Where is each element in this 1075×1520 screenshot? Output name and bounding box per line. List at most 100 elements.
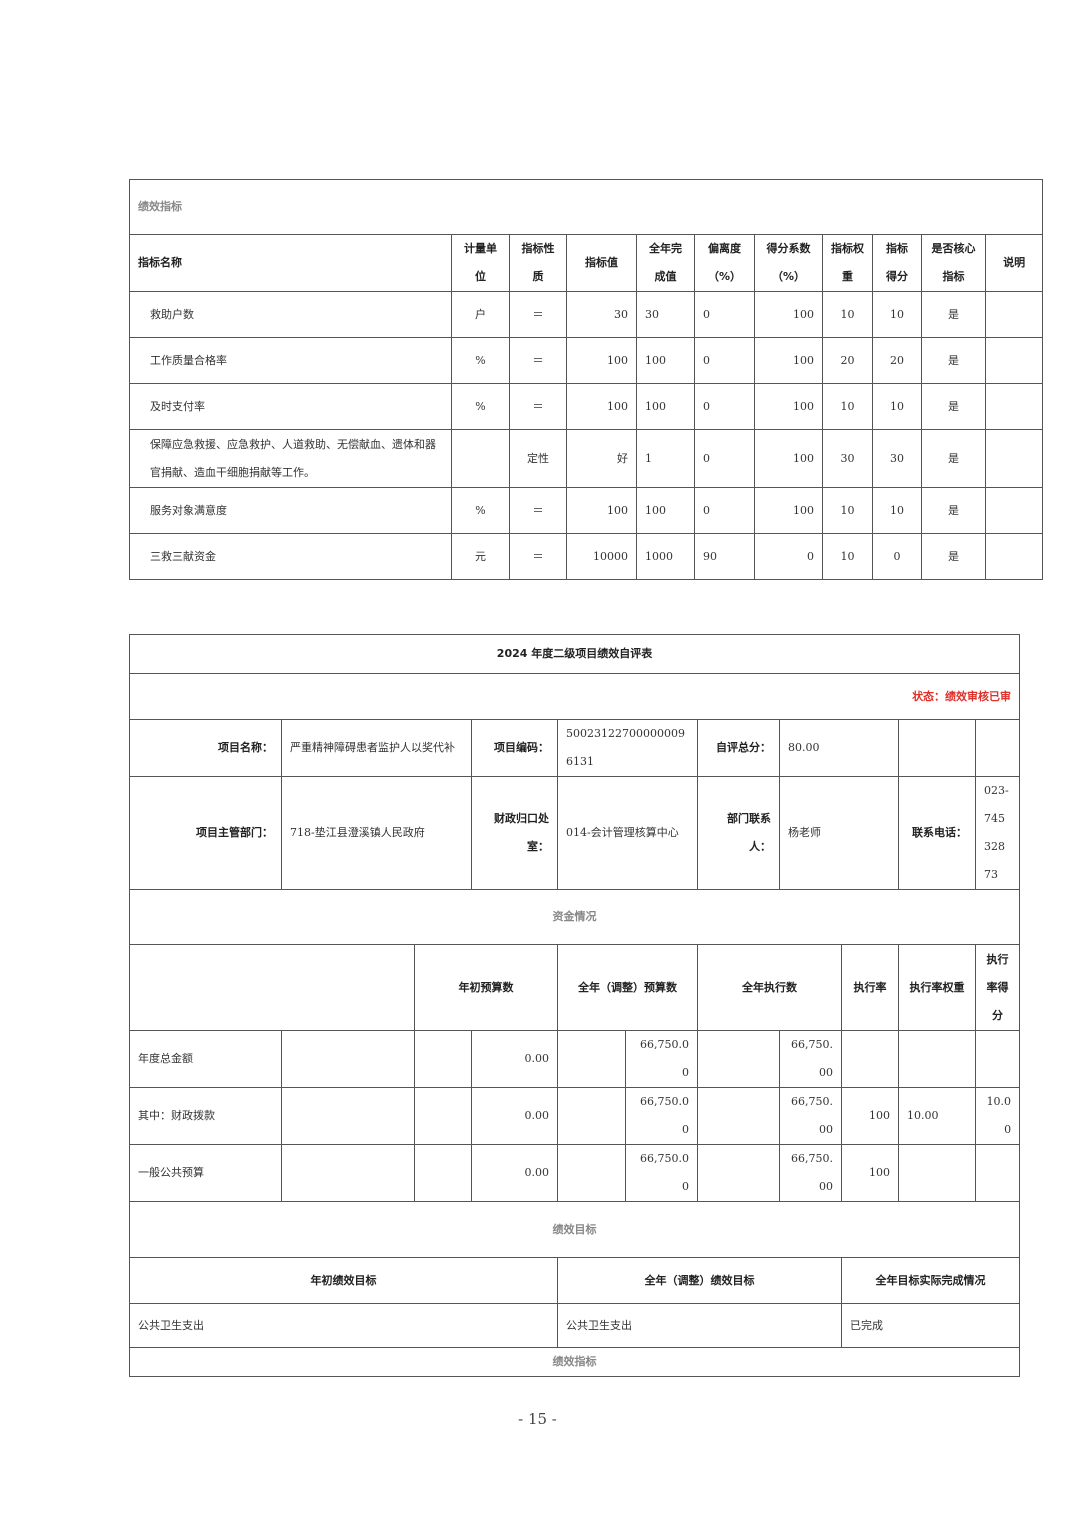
empty-cell (557, 1144, 626, 1202)
self-evaluation-form: 2024 年度二级项目绩效自评表 状态：绩效审核已审 项目名称： 严重精神障碍患… (128, 634, 1021, 1377)
dept: 718-垫江县澄溪镇人民政府 (281, 776, 472, 890)
empty-cell (281, 1030, 415, 1088)
table-row: 及时支付率% ＝ 100 100 0 100 10 10 是 (129, 383, 1044, 430)
table-cell: 0 (872, 533, 922, 580)
goal-actual: 已完成 (840, 1303, 1021, 1348)
goal-initial: 公共卫生支出 (129, 1303, 558, 1348)
funds-row: 年度总金额 0.00 66,750.00 66,750.00 (129, 1030, 1021, 1088)
indicators-table: 绩效指标 指标名称 计量单位 指标性质 指标值 全年完成值 偏离度（%） 得分系数（%） 指标… (128, 179, 1044, 580)
table-cell: 30 (566, 291, 637, 338)
table-cell: 100 (636, 487, 695, 534)
empty-cell (697, 1030, 780, 1088)
contact-label: 部门联系人： (697, 776, 780, 890)
finance: 014-会计管理核算中心 (557, 776, 698, 890)
funds-score (974, 1144, 1021, 1202)
empty-cell (557, 1087, 626, 1145)
table-cell: 保障应急救援、应急救护、人道救助、无偿献血、遗体和器官捐献、造血干细胞捐献等工作… (129, 429, 452, 488)
goals-title: 绩效目标 (128, 1201, 1021, 1258)
goals-header: 全年目标实际完成情况 (840, 1257, 1021, 1304)
table-cell: 20 (822, 337, 873, 384)
table-cell (984, 533, 1044, 580)
table-row: 工作质量合格率% ＝ 100 100 0 100 20 20 是 (129, 337, 1044, 384)
table-cell: 10 (822, 487, 873, 534)
table-cell (984, 429, 1044, 488)
table-cell: 10000 (566, 533, 637, 580)
funds-adjusted: 66,750.00 (625, 1144, 698, 1202)
funds-header: 全年（调整）预算数 (557, 944, 698, 1031)
table-cell: 100 (566, 337, 637, 384)
empty-cell (281, 1087, 415, 1145)
table-cell: 100 (566, 487, 637, 534)
table-cell: 100 (754, 337, 823, 384)
contact: 杨老师 (779, 776, 899, 890)
funds-score (974, 1030, 1021, 1088)
status-badge: 状态：绩效审核已审 (128, 673, 1021, 720)
table-cell: 100 (754, 429, 823, 488)
table-cell: 0 (694, 291, 755, 338)
table-cell: % (451, 383, 510, 430)
table-cell: % (451, 337, 510, 384)
funds-weight: 10.00 (898, 1087, 976, 1145)
empty-cell (414, 1030, 472, 1088)
project-name: 严重精神障碍患者监护人以奖代补 (281, 719, 472, 777)
goal-adjusted: 公共卫生支出 (557, 1303, 842, 1348)
column-header: 指标名称 (129, 234, 452, 292)
table-cell: 户 (451, 291, 510, 338)
table-row: 保障应急救援、应急救护、人道救助、无偿献血、遗体和器官捐献、造血干细胞捐献等工作… (129, 429, 1044, 488)
funds-score: 10.00 (974, 1087, 1021, 1145)
table-cell: 0 (694, 337, 755, 384)
funds-executed: 66,750.00 (779, 1087, 842, 1145)
project-name-label: 项目名称： (129, 719, 282, 777)
column-header: 偏离度（%） (694, 234, 755, 292)
table-cell: 1000 (636, 533, 695, 580)
table-cell: 是 (921, 429, 986, 488)
funds-title: 资金情况 (128, 889, 1021, 945)
table-cell: 是 (921, 291, 986, 338)
table-cell: 0 (694, 429, 755, 488)
table-cell: 救助户数 (129, 291, 452, 338)
goals-header: 年初绩效目标 (129, 1257, 558, 1304)
funds-row: 其中：财政拨款 0.00 66,750.00 66,750.00 100 10.00 10.… (129, 1087, 1021, 1145)
table-cell: 100 (636, 383, 695, 430)
funds-header: 执行率 (841, 944, 899, 1031)
empty-cell (697, 1144, 780, 1202)
indicators-title: 绩效指标 (128, 1347, 1021, 1377)
table-cell: 是 (921, 337, 986, 384)
page-number: - 15 - (518, 1410, 557, 1428)
table-cell: 100 (636, 337, 695, 384)
project-code-label: 项目编码： (471, 719, 558, 777)
empty-cell (697, 1087, 780, 1145)
column-header: 说明 (984, 234, 1044, 292)
funds-adjusted: 66,750.00 (625, 1087, 698, 1145)
table-cell: 服务对象满意度 (129, 487, 452, 534)
funds-initial: 0.00 (471, 1087, 558, 1145)
funds-executed: 66,750.00 (779, 1030, 842, 1088)
phone: 023-74532873 (974, 776, 1021, 890)
score: 80.00 (779, 719, 899, 777)
form-title: 2024 年度二级项目绩效自评表 (128, 634, 1021, 674)
table-cell: 是 (921, 383, 986, 430)
empty-cell (557, 1030, 626, 1088)
project-code: 500231227000000096131 (557, 719, 698, 777)
table-cell: % (451, 487, 510, 534)
table-cell (451, 429, 510, 488)
table-cell: 是 (921, 487, 986, 534)
funds-executed: 66,750.00 (779, 1144, 842, 1202)
column-header: 全年完成值 (636, 234, 695, 292)
table-cell: 10 (872, 487, 922, 534)
funds-label: 其中：财政拨款 (129, 1087, 282, 1145)
table-row: 服务对象满意度% ＝ 100 100 0 100 10 10 是 (129, 487, 1044, 534)
table-cell: 10 (822, 533, 873, 580)
column-header: 得分系数（%） (754, 234, 823, 292)
column-header: 计量单位 (451, 234, 510, 292)
funds-weight (898, 1030, 976, 1088)
finance-label: 财政归口处室： (471, 776, 558, 890)
table-cell: 100 (754, 487, 823, 534)
table-cell: 100 (754, 383, 823, 430)
column-header: 是否核心指标 (921, 234, 986, 292)
table-cell: ＝ (509, 337, 567, 384)
funds-header: 全年执行数 (697, 944, 842, 1031)
table-cell: 10 (822, 383, 873, 430)
table-cell (984, 291, 1044, 338)
table-cell: 1 (636, 429, 695, 488)
